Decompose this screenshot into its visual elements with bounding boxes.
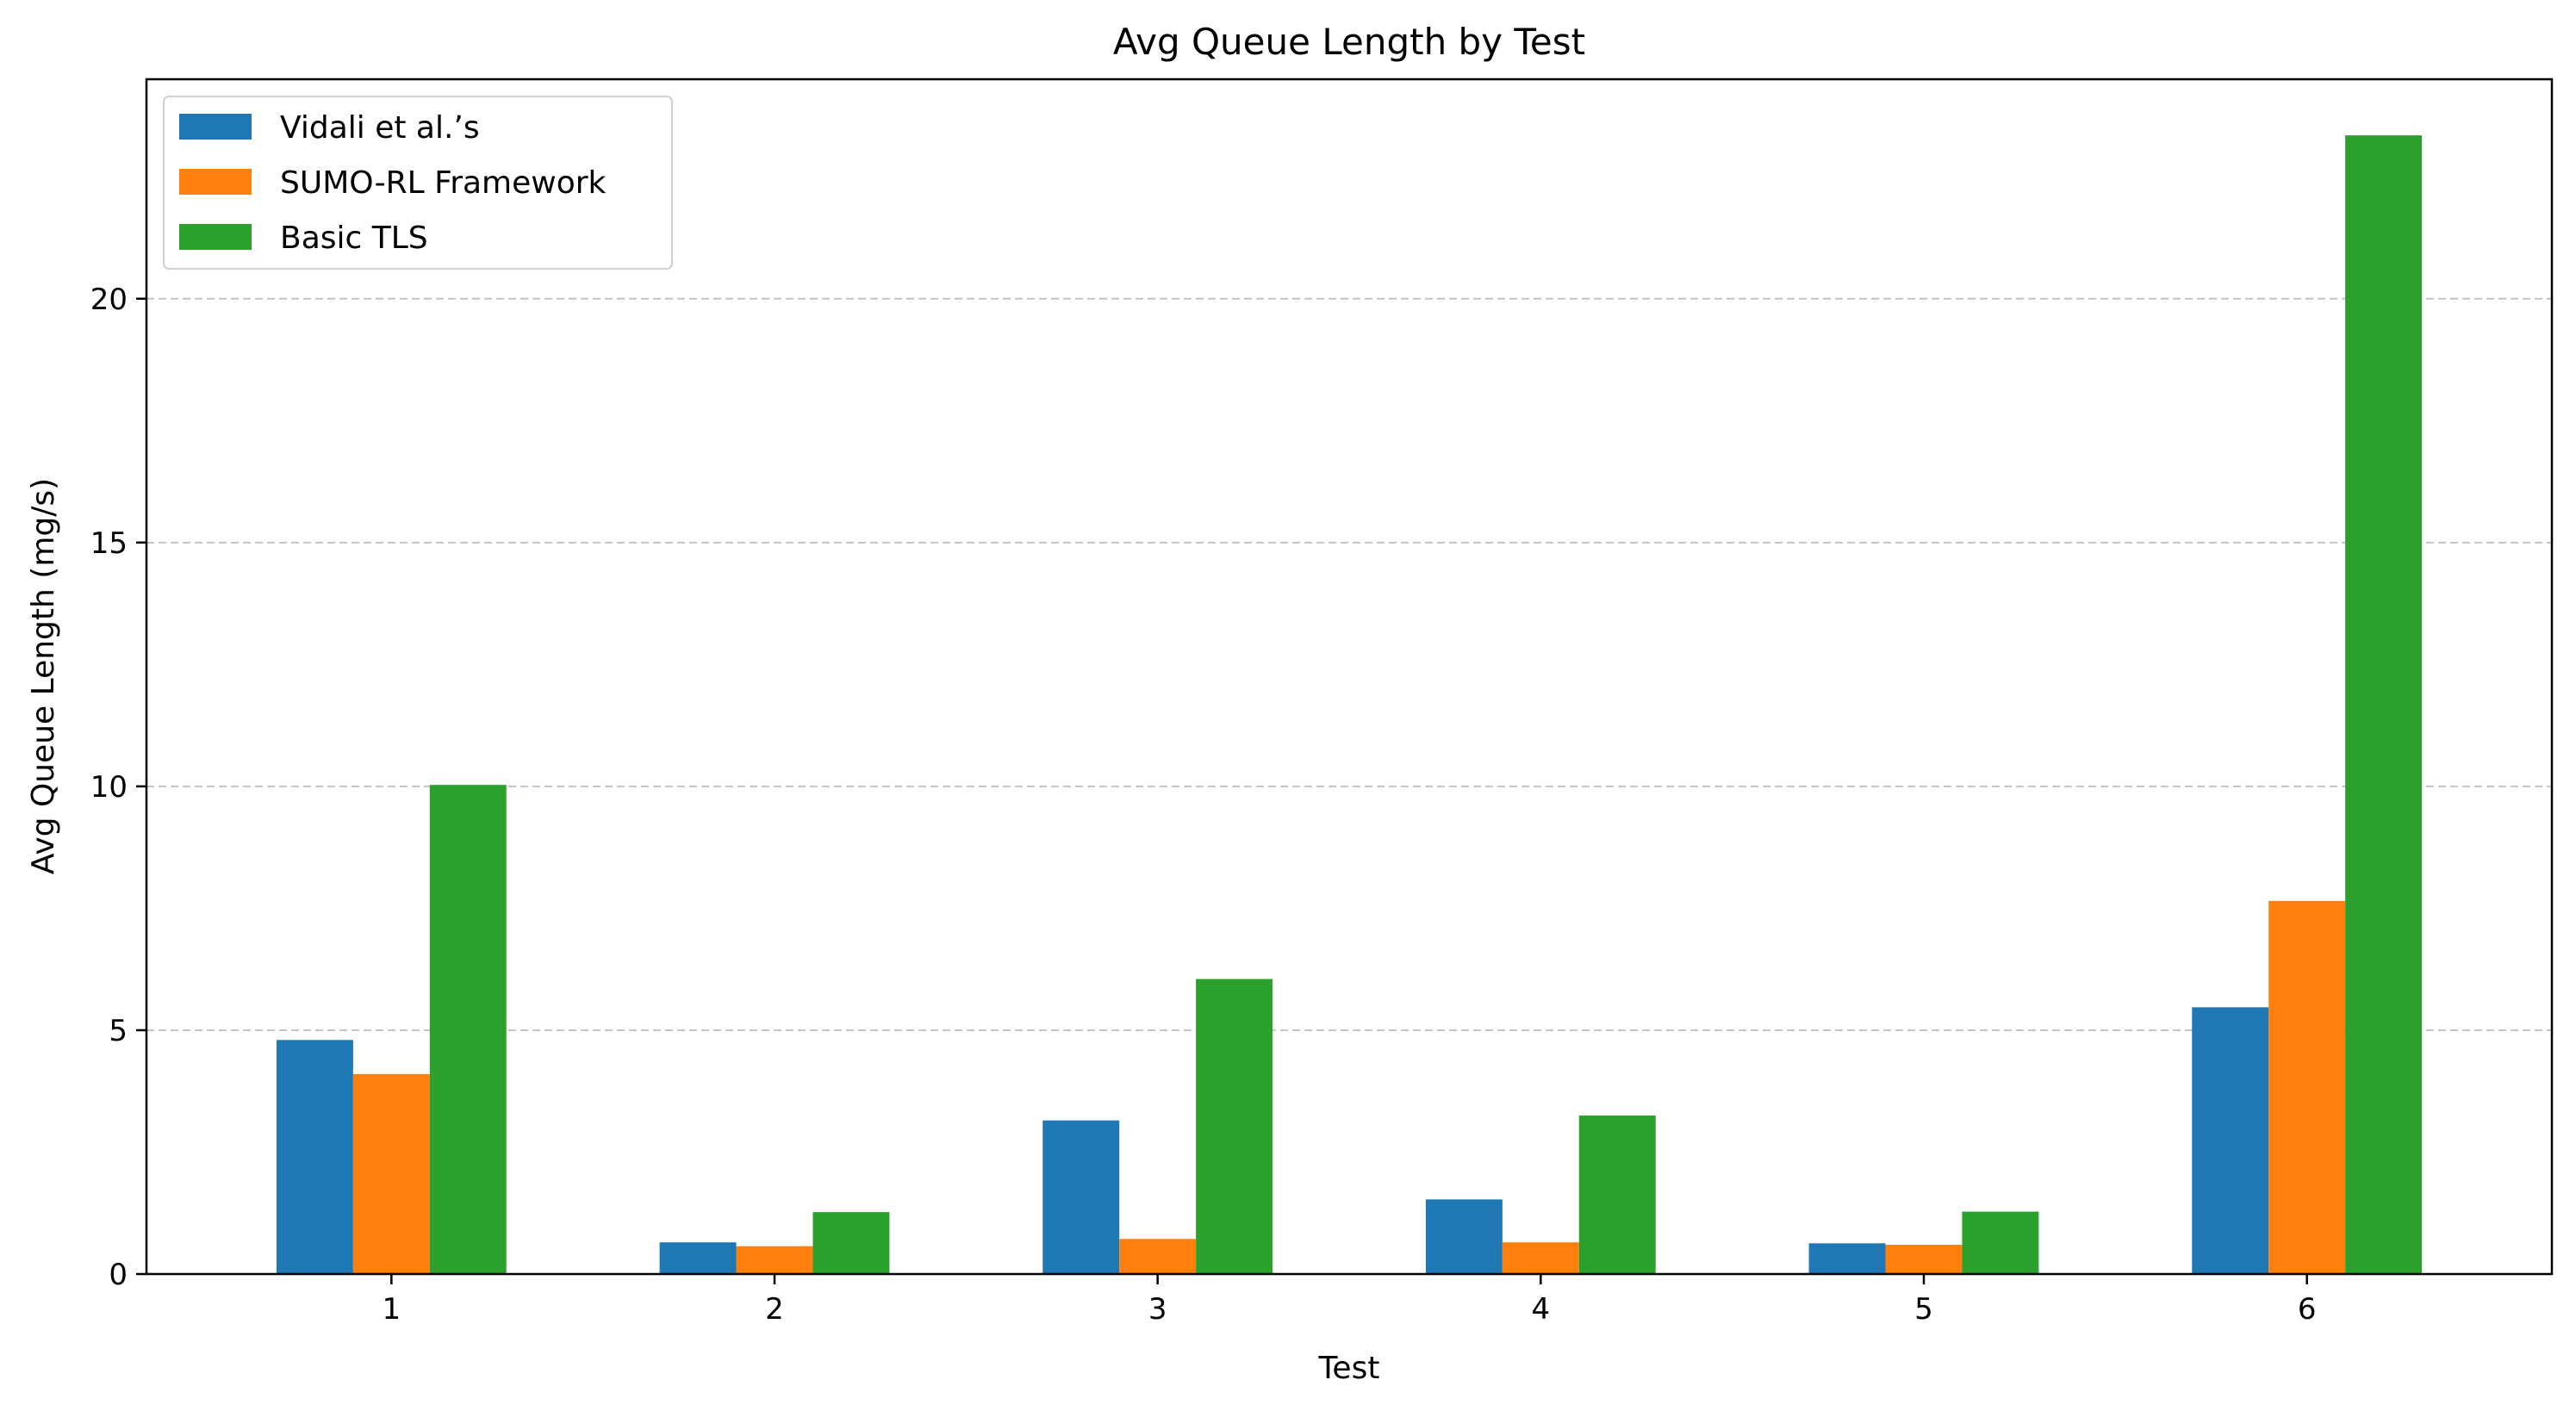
bar-1-5 [1808, 1243, 1886, 1274]
y-tick-label: 15 [90, 526, 128, 561]
bar-3-2 [812, 1212, 890, 1274]
y-axis-ticks: 0 5 10 15 20 [90, 283, 146, 1292]
bar-1-6 [2192, 1007, 2269, 1274]
bar-1-1 [276, 1040, 353, 1274]
bar-2-2 [736, 1246, 813, 1274]
bar-1-2 [659, 1242, 737, 1274]
gridlines [146, 297, 2552, 1031]
y-tick-label: 5 [109, 1014, 128, 1048]
x-tick-label: 1 [383, 1292, 401, 1327]
legend-label-3: Basic TLS [280, 221, 428, 256]
x-tick-label: 5 [1914, 1292, 1933, 1327]
y-tick-label: 0 [109, 1258, 128, 1292]
bar-3-1 [429, 785, 507, 1274]
bar-2-6 [2268, 900, 2346, 1274]
bar-2-4 [1502, 1242, 1579, 1274]
bar-1-4 [1425, 1199, 1503, 1274]
y-axis-label: Avg Queue Length (mg/s) [26, 478, 61, 874]
legend-swatch-3 [179, 224, 252, 250]
x-tick-label: 2 [765, 1292, 784, 1327]
legend-swatch-1 [179, 114, 252, 140]
y-tick-label: 20 [90, 283, 128, 317]
legend-label-2: SUMO-RL Framework [280, 165, 607, 201]
legend: Vidali et al.’s SUMO-RL Framework Basic TL… [163, 96, 673, 270]
x-tick-label: 3 [1148, 1292, 1167, 1327]
x-tick-label: 4 [1532, 1292, 1551, 1327]
bar-3-4 [1578, 1116, 1656, 1274]
legend-box [163, 96, 673, 270]
bar-1-3 [1042, 1120, 1120, 1274]
x-axis-ticks: 1 2 3 4 5 6 [383, 1274, 2317, 1327]
bar-2-3 [1119, 1239, 1197, 1274]
bar-2-5 [1885, 1245, 1963, 1274]
bar-2-1 [352, 1073, 430, 1274]
bars [276, 135, 2423, 1274]
y-tick-label: 10 [90, 770, 128, 805]
legend-label-1: Vidali et al.’s [280, 110, 480, 146]
x-tick-label: 6 [2298, 1292, 2317, 1327]
bar-3-5 [1962, 1211, 2039, 1274]
bar-3-6 [2345, 135, 2423, 1274]
chart-title: Avg Queue Length by Test [1113, 21, 1585, 63]
bar-3-3 [1196, 979, 1273, 1274]
x-axis-label: Test [1318, 1351, 1380, 1386]
legend-swatch-2 [179, 169, 252, 195]
plot-frame [145, 78, 2554, 1276]
